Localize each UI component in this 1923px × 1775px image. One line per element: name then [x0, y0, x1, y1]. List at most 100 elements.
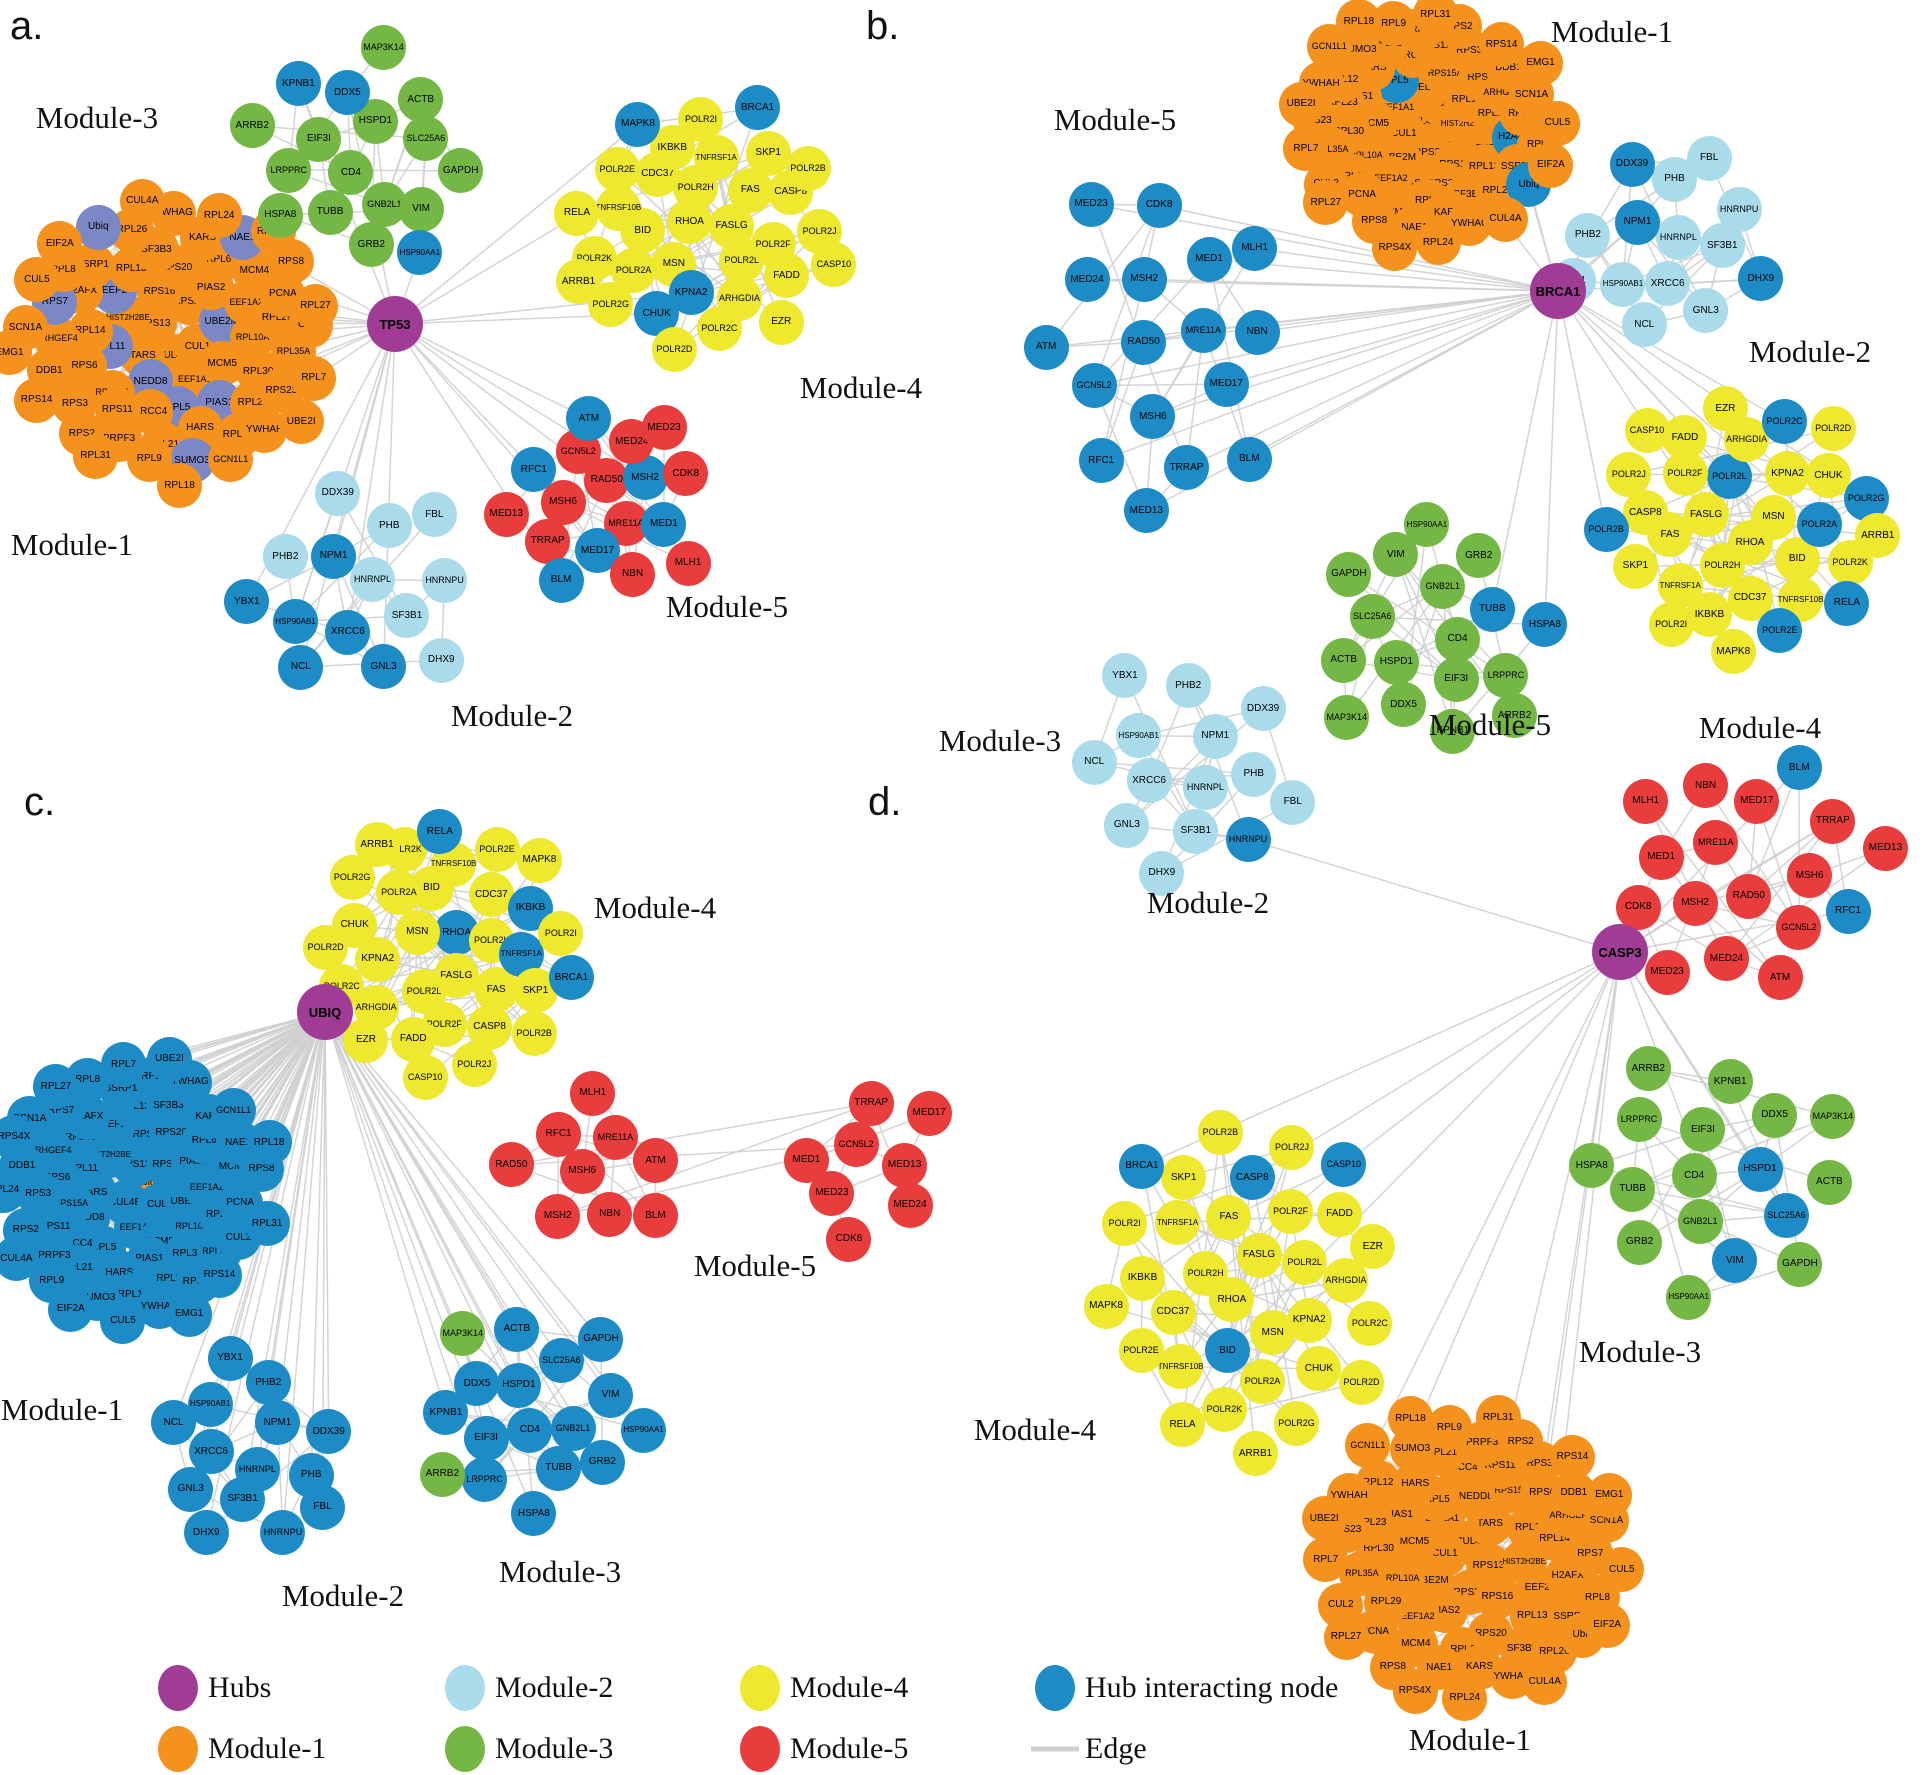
edge — [1100, 279, 1145, 461]
gene-node: BLM — [538, 557, 584, 603]
gene-node: HNRNPU — [1716, 186, 1762, 232]
edge — [1725, 820, 1834, 959]
gene-node: RPL18 — [1387, 1396, 1433, 1442]
gene-node: HSPA8 — [1569, 1143, 1615, 1189]
edge — [1185, 330, 1205, 468]
edge — [1704, 785, 1800, 928]
gene-node: FADD — [1662, 415, 1708, 461]
gene-node: RPS4X — [0, 1114, 37, 1160]
edge — [1348, 573, 1457, 680]
gene-node: NPM1 — [311, 533, 357, 579]
edge — [324, 1011, 330, 1432]
gene-node: POLR2I — [538, 910, 584, 956]
gene-node: HSP90AA1 — [1666, 1274, 1712, 1320]
edge — [282, 1011, 326, 1533]
gene-node: MSN — [394, 909, 440, 955]
gene-node: HNRNPU — [260, 1509, 306, 1555]
gene-node: SLC25A6 — [403, 116, 449, 162]
gene-node: SF3B1 — [384, 593, 430, 639]
gene-node: ARRB2 — [1625, 1046, 1671, 1092]
edge — [1348, 573, 1507, 677]
gene-node: CHUK — [1296, 1346, 1342, 1392]
gene-node: HNRNPL — [350, 556, 395, 602]
gene-node: LRPPRC — [462, 1457, 508, 1503]
module-label: Module-4 — [973, 1412, 1097, 1447]
edge — [1395, 554, 1454, 732]
legend-edge-swatch — [1031, 1746, 1079, 1752]
gene-node: UBE2I — [1278, 81, 1324, 127]
gene-node: GCN5L2 — [1071, 363, 1117, 409]
gene-node: POLR2E — [594, 146, 640, 192]
gene-node: NCL — [151, 1400, 197, 1446]
gene-node: POLR2H — [1183, 1251, 1229, 1297]
gene-node: MLH1 — [1623, 778, 1669, 824]
gene-node: RPL7 — [101, 1042, 147, 1088]
gene-node: POLR2D — [651, 326, 697, 372]
gene-node: NCL — [278, 644, 324, 690]
edge — [1645, 800, 1728, 959]
gene-node: EIF2A — [1528, 142, 1574, 188]
gene-node: BID — [1204, 1328, 1250, 1374]
gene-node: POLR2A — [1796, 501, 1842, 547]
gene-node: EZR — [1350, 1224, 1396, 1270]
gene-node: EIF3I — [1433, 656, 1479, 702]
gene-node: KPNB1 — [1430, 708, 1476, 754]
gene-node: POLR2E — [474, 827, 520, 873]
gene-node: XRCC6 — [325, 609, 371, 655]
gene-node: BRCA1 — [1119, 1143, 1165, 1189]
module-label: Module-4 — [799, 370, 923, 405]
gene-node: MRE11A — [1693, 820, 1739, 866]
gene-node: CASP8 — [1622, 490, 1668, 536]
gene-node: POLR2A — [376, 869, 422, 915]
gene-node: VIM — [398, 186, 444, 232]
gene-node: RPL24 — [1415, 220, 1461, 266]
edge — [1247, 838, 1621, 953]
gene-node: NBN — [610, 551, 656, 597]
gene-node: CASP10 — [1624, 408, 1670, 454]
gene-node: UBE2I — [146, 1036, 192, 1082]
gene-node: EZR — [758, 299, 804, 345]
gene-node: DHX9 — [1738, 256, 1784, 302]
gene-node: DDX39 — [306, 1409, 352, 1455]
module-label: Module-2 — [281, 1578, 405, 1613]
gene-node: EMG1 — [166, 1291, 212, 1337]
gene-node: MSH2 — [1672, 880, 1718, 926]
gene-node: POLR2K — [1201, 1387, 1247, 1433]
gene-node: EIF3I — [463, 1415, 509, 1461]
gene-node: RPL27 — [33, 1064, 79, 1110]
gene-node: SF3B1 — [1173, 808, 1219, 854]
module-label: Module-5 — [665, 589, 789, 624]
gene-node: ACTB — [494, 1306, 540, 1352]
gene-node: NBN — [1234, 309, 1280, 355]
legend-label: Module-5 — [790, 1732, 909, 1765]
gene-node: MED1 — [1186, 236, 1232, 282]
gene-node: GAPDH — [578, 1316, 624, 1362]
gene-node: XRCC6 — [1126, 758, 1172, 804]
gene-node: ACTB — [398, 77, 444, 123]
legend-swatch — [445, 1665, 485, 1711]
edge — [1145, 290, 1559, 512]
gene-node: KPNB1 — [1707, 1059, 1753, 1105]
legend-label: Module-2 — [495, 1671, 614, 1704]
gene-node: EZR — [343, 1017, 389, 1063]
gene-node: MSH2 — [535, 1193, 581, 1239]
gene-node: POLR2J — [1606, 452, 1652, 498]
gene-node: POLR2A — [1239, 1358, 1285, 1404]
gene-node: CDC37 — [1727, 575, 1773, 621]
module-label: Module-2 — [450, 698, 574, 733]
gene-node: GRB2 — [348, 222, 394, 268]
edge — [1093, 205, 1160, 386]
edge — [267, 1011, 326, 1384]
gene-node: PHB — [366, 503, 412, 549]
legend-swatch — [740, 1665, 780, 1711]
edge — [1773, 1115, 1801, 1265]
gene-node: RPS14 — [14, 377, 60, 423]
gene-node: MED17 — [906, 1090, 952, 1136]
gene-node: CASP10 — [811, 242, 857, 288]
gene-node: MAP3K14 — [1810, 1094, 1856, 1140]
gene-node: RPS14 — [196, 1252, 242, 1298]
module-label: Module-3 — [35, 100, 159, 135]
gene-node: GRB2 — [1456, 533, 1502, 579]
gene-node: HSPA8 — [511, 1491, 557, 1537]
